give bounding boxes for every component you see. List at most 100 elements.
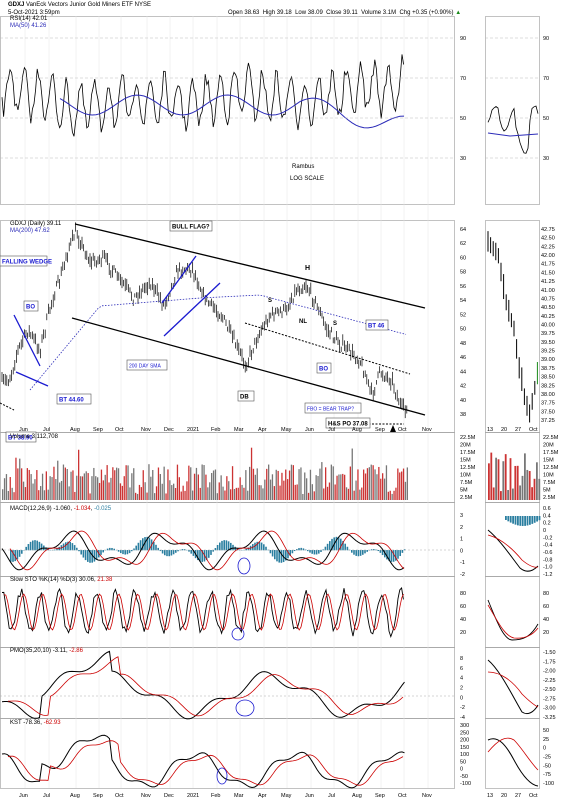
macd-legend: MACD(12,26,9) -1.060, -1.034, -0.025 [10,506,112,512]
volume-bar [266,468,268,500]
security-name: VanEck Vectors Junior Gold Miners ETF [26,2,133,8]
zoom-price-bars [487,231,538,423]
zoom-date-label: 20 [501,427,507,433]
month-label: Mar [234,427,244,433]
volume-bar [368,467,370,500]
month-label: Feb [211,427,220,433]
axis-tick-label: 48 [460,341,466,347]
volume-bar [353,490,355,500]
volume-bar [397,468,399,500]
volume-bar [68,486,70,500]
sto-panel: Slow STO %K(14) %D(3) 30.06, 21.38 [1,577,539,641]
wedge-upper-line [13,314,41,367]
macd-hist-bar [212,550,214,552]
axis-tick-label: 50 [460,759,466,765]
macd-hist-bar [379,550,382,553]
macd-hist-bar [124,550,126,555]
volume-bar [387,491,389,500]
month-label: Jul [328,427,335,433]
macd-zoom-hist-bar [529,516,531,525]
main-panel-frame [0,647,455,719]
volume-bar [91,476,93,500]
volume-bar [256,468,258,500]
volume-bar [95,476,97,500]
macd-hist-bar [357,550,360,557]
zoom-panel-frame [485,576,540,648]
macd-hist-bar [276,550,278,562]
month-label: Jun [305,427,314,433]
chg-value: +0.35 (+0.90%) [412,10,454,16]
pmo-panel: PMO(35,20,10) -3.11, -2.86 [1,648,539,720]
axis-tick-label: 2 [460,686,463,692]
axis-tick-label: 58 [460,270,466,276]
up-arrow-icon: ▲ [455,10,462,16]
macd-zoom-hist-bar [531,516,534,524]
zoom-axis-tick-label: 38.25 [541,383,555,389]
axis-tick-label: 44 [460,369,466,375]
rambus-label: Rambus [292,164,314,170]
macd-hist-bar [161,550,164,554]
volume-bar [338,474,340,500]
zoom-axis-tick-label: 5M [543,488,551,494]
volume-bar [41,473,44,500]
volume-bar [342,473,344,500]
volume-bar [344,474,346,500]
macd-hist-bar [32,540,34,551]
volume-bar [192,490,194,500]
volume-zoom-bar [514,465,517,500]
month-label: Oct [398,427,407,433]
volume-bar [161,483,163,500]
volume-bar [230,489,232,500]
macd-hist-bar [353,550,355,555]
zoom-axis-tick-label: 40.75 [541,296,555,302]
zoom-axis-tick-label: -0.8 [543,557,552,563]
macd-hist-bar [271,550,274,557]
volume-bar [237,487,239,500]
macd-hist-bar [172,550,175,555]
axis-tick-label: 2 [460,525,463,531]
volume-bar [349,466,351,500]
macd-hist-bar [216,544,219,551]
volume-bar [125,465,127,500]
axis-tick-label: 80 [460,591,466,597]
flag-upper-line [161,255,197,304]
volume-bar [55,479,57,500]
axis-tick-label: -1 [460,560,465,566]
month-label-bottom: Dec [164,793,174,799]
macd-hist-bar [82,550,85,558]
volume-bar [315,475,317,500]
chart-header: GDXJ VanEck Vectors Junior Gold Miners E… [8,2,151,8]
volume-bar [351,448,353,500]
svg-text:BT 46: BT 46 [368,324,385,330]
volume-bar [78,449,80,500]
volume-bar [378,466,380,500]
price-bars [1,222,408,419]
volume-bar [2,489,4,500]
zoom-axis-tick-label: 40.25 [541,314,555,320]
macd-hist-bar [133,548,135,551]
month-label-bottom: Sep [375,793,385,799]
volume-bar [269,479,272,500]
panel-frames [0,16,540,789]
macd-hist-bar [21,550,23,554]
macd-hist-bar [307,550,309,552]
macd-hist-bar [128,550,131,554]
macd-zoom-hist-bar [524,516,526,526]
volume-bar [332,466,334,500]
macd-hist-bar [45,547,47,551]
macd-hist-bar [346,546,349,551]
zoom-axis-tick-label: -75 [543,772,551,778]
zoom-date-label-bottom: 20 [501,793,507,799]
kst-line [1,734,405,789]
macd-hist-bar [91,550,93,563]
volume-zoom-bar [509,458,512,500]
macd-hist-bar [14,550,16,562]
macd-zoom-hist-bar [505,516,507,520]
macd-hist-bar [381,550,384,556]
volume-bar [364,473,367,500]
volume-bar [116,467,118,500]
volume-zoom-bar [516,465,519,500]
pmo-signal-line [7,656,404,717]
volume-bar [283,480,285,500]
zoom-axis-tick-label: -100 [543,781,554,787]
